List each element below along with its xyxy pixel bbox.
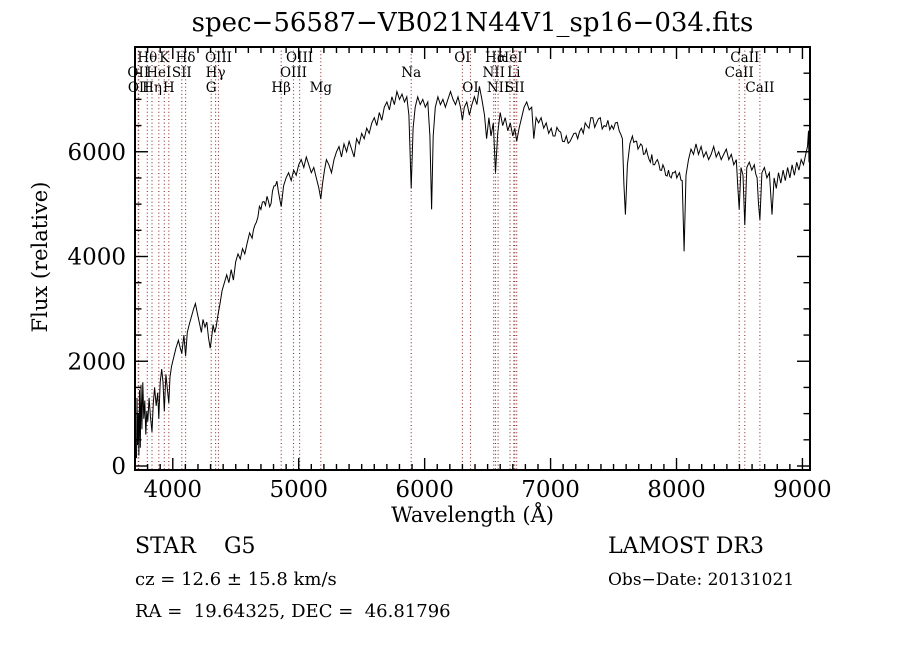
spectral-line-label: Li (507, 65, 521, 81)
y-tick-label: 4000 (67, 245, 126, 271)
spectral-line-label: HeI (146, 65, 171, 81)
spectral-line-label: Na (401, 65, 421, 81)
ra-dec-value: RA = 19.64325, DEC = 46.81796 (135, 601, 451, 622)
spectral-line-label: SII (505, 80, 525, 96)
spectral-line-label: CaII (745, 80, 774, 96)
plot-title: spec−56587−VB021N44V1_sp16−034.fits (191, 8, 754, 38)
spectral-line-label: K (159, 50, 170, 66)
x-tick-label: 7000 (521, 477, 580, 503)
spectral-line-label: OIII (286, 50, 313, 66)
spectral-line-label: Hγ (206, 65, 226, 81)
spectral-line-label: H (163, 80, 175, 96)
spectral-line-label: G (206, 80, 217, 96)
y-tick-label: 2000 (67, 349, 126, 375)
spectral-line-label: Mg (310, 80, 333, 96)
y-axis-label: Flux (relative) (28, 181, 52, 333)
survey-label: LAMOST DR3 (608, 534, 764, 559)
y-tick-label: 0 (111, 454, 126, 480)
obs-date: Obs−Date: 20131021 (608, 570, 795, 590)
cz-value: cz = 12.6 ± 15.8 km/s (135, 569, 337, 590)
spectral-line-label: Hβ (271, 80, 291, 96)
spectral-line-label: HeI (497, 50, 522, 66)
spectral-line-label: Hη (142, 80, 162, 96)
spectral-line-label: OII (128, 80, 150, 96)
x-tick-label: 4000 (144, 477, 203, 503)
x-tick-label: 5000 (269, 477, 328, 503)
spectrum-trace (136, 86, 811, 459)
y-tick-label: 6000 (67, 140, 126, 166)
x-axis-label: Wavelength (Å) (391, 503, 554, 527)
spectral-line-label: Hα (485, 50, 506, 66)
spectral-line-label: CaII (730, 50, 759, 66)
spectral-line-label: OI (462, 80, 478, 96)
spectral-line-label: Hθ (137, 50, 157, 66)
spectral-line-label: OIII (280, 65, 307, 81)
spectral-line-label: OIII (205, 50, 232, 66)
x-tick-label: 9000 (773, 477, 832, 503)
x-tick-label: 8000 (647, 477, 706, 503)
spectral-line-label: Hδ (176, 50, 196, 66)
object-class-label: STAR G5 (135, 534, 256, 559)
spectral-line-label: NII (482, 65, 504, 81)
spectral-line-label: OII (127, 65, 149, 81)
spectral-line-label: SII (172, 65, 192, 81)
spectral-line-label: NII (487, 80, 509, 96)
spectral-line-label: CaII (725, 65, 754, 81)
x-tick-label: 6000 (395, 477, 454, 503)
spectral-line-label: OI (454, 50, 470, 66)
